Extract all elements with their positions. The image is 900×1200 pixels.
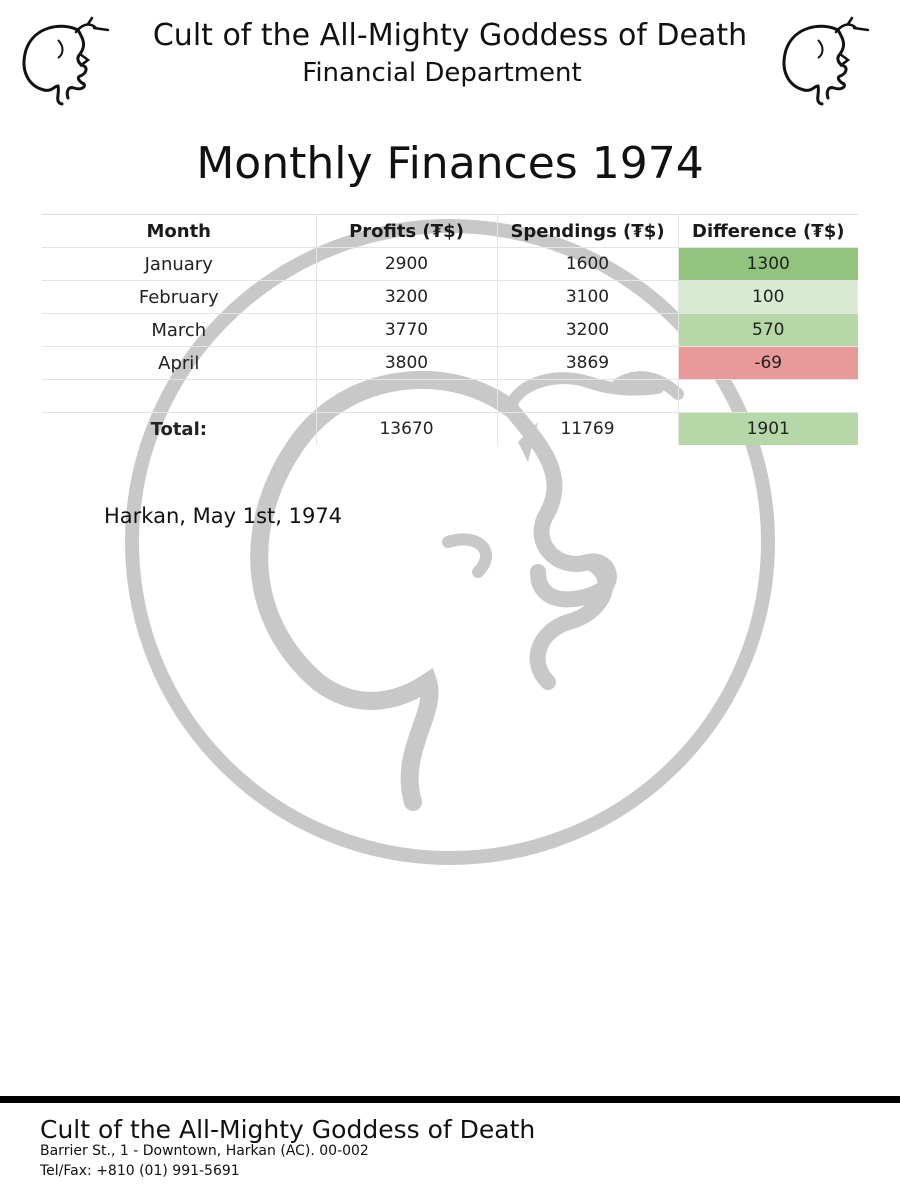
skull-profile-icon [778,16,878,108]
organization-title: Cult of the All-Mighty Goddess of Death [152,18,748,53]
spendings-cell: 3200 [497,313,679,347]
spendings-cell: 1600 [497,247,679,281]
column-header-month: Month [42,214,317,248]
profits-cell: 3800 [316,346,498,380]
month-cell: January [42,247,317,281]
spendings-cell: 3869 [497,346,679,380]
column-header-difference: Difference (₮$) [678,214,858,248]
empty-cell [497,379,679,413]
total-profits-cell: 13670 [316,412,498,445]
spendings-cell: 3100 [497,280,679,314]
table-row: April 3800 3869 -69 [42,346,858,380]
total-difference-cell: 1901 [678,412,858,445]
department-title: Financial Department [302,58,582,88]
empty-cell [316,379,498,413]
footer-phone: Tel/Fax: +810 (01) 991-5691 [40,1163,240,1179]
month-cell: April [42,346,317,380]
difference-cell: 100 [678,280,858,314]
difference-cell: 1300 [678,247,858,281]
profits-cell: 3770 [316,313,498,347]
page-title: Monthly Finances 1974 [196,138,704,189]
empty-cell [42,379,317,413]
month-cell: February [42,280,317,314]
footer-divider [0,1096,900,1103]
blank-row [42,379,858,413]
table-row: January 2900 1600 1300 [42,247,858,281]
column-header-spendings: Spendings (₮$) [497,214,679,248]
total-label: Total: [42,412,317,445]
footer-organization: Cult of the All-Mighty Goddess of Death [40,1115,536,1144]
table-row: March 3770 3200 570 [42,313,858,347]
footer-address: Barrier St., 1 - Downtown, Harkan (AC). … [40,1143,369,1159]
profits-cell: 3200 [316,280,498,314]
table-header-row: Month Profits (₮$) Spendings (₮$) Differ… [42,214,858,248]
profits-cell: 2900 [316,247,498,281]
skull-profile-icon [18,16,118,108]
finance-table: Month Profits (₮$) Spendings (₮$) Differ… [42,214,858,445]
place-date: Harkan, May 1st, 1974 [104,504,343,528]
difference-cell: 570 [678,313,858,347]
month-cell: March [42,313,317,347]
column-header-profits: Profits (₮$) [316,214,498,248]
table-row: February 3200 3100 100 [42,280,858,314]
total-row: Total: 13670 11769 1901 [42,412,858,445]
difference-cell: -69 [678,346,858,380]
empty-cell [678,379,858,413]
total-spendings-cell: 11769 [497,412,679,445]
